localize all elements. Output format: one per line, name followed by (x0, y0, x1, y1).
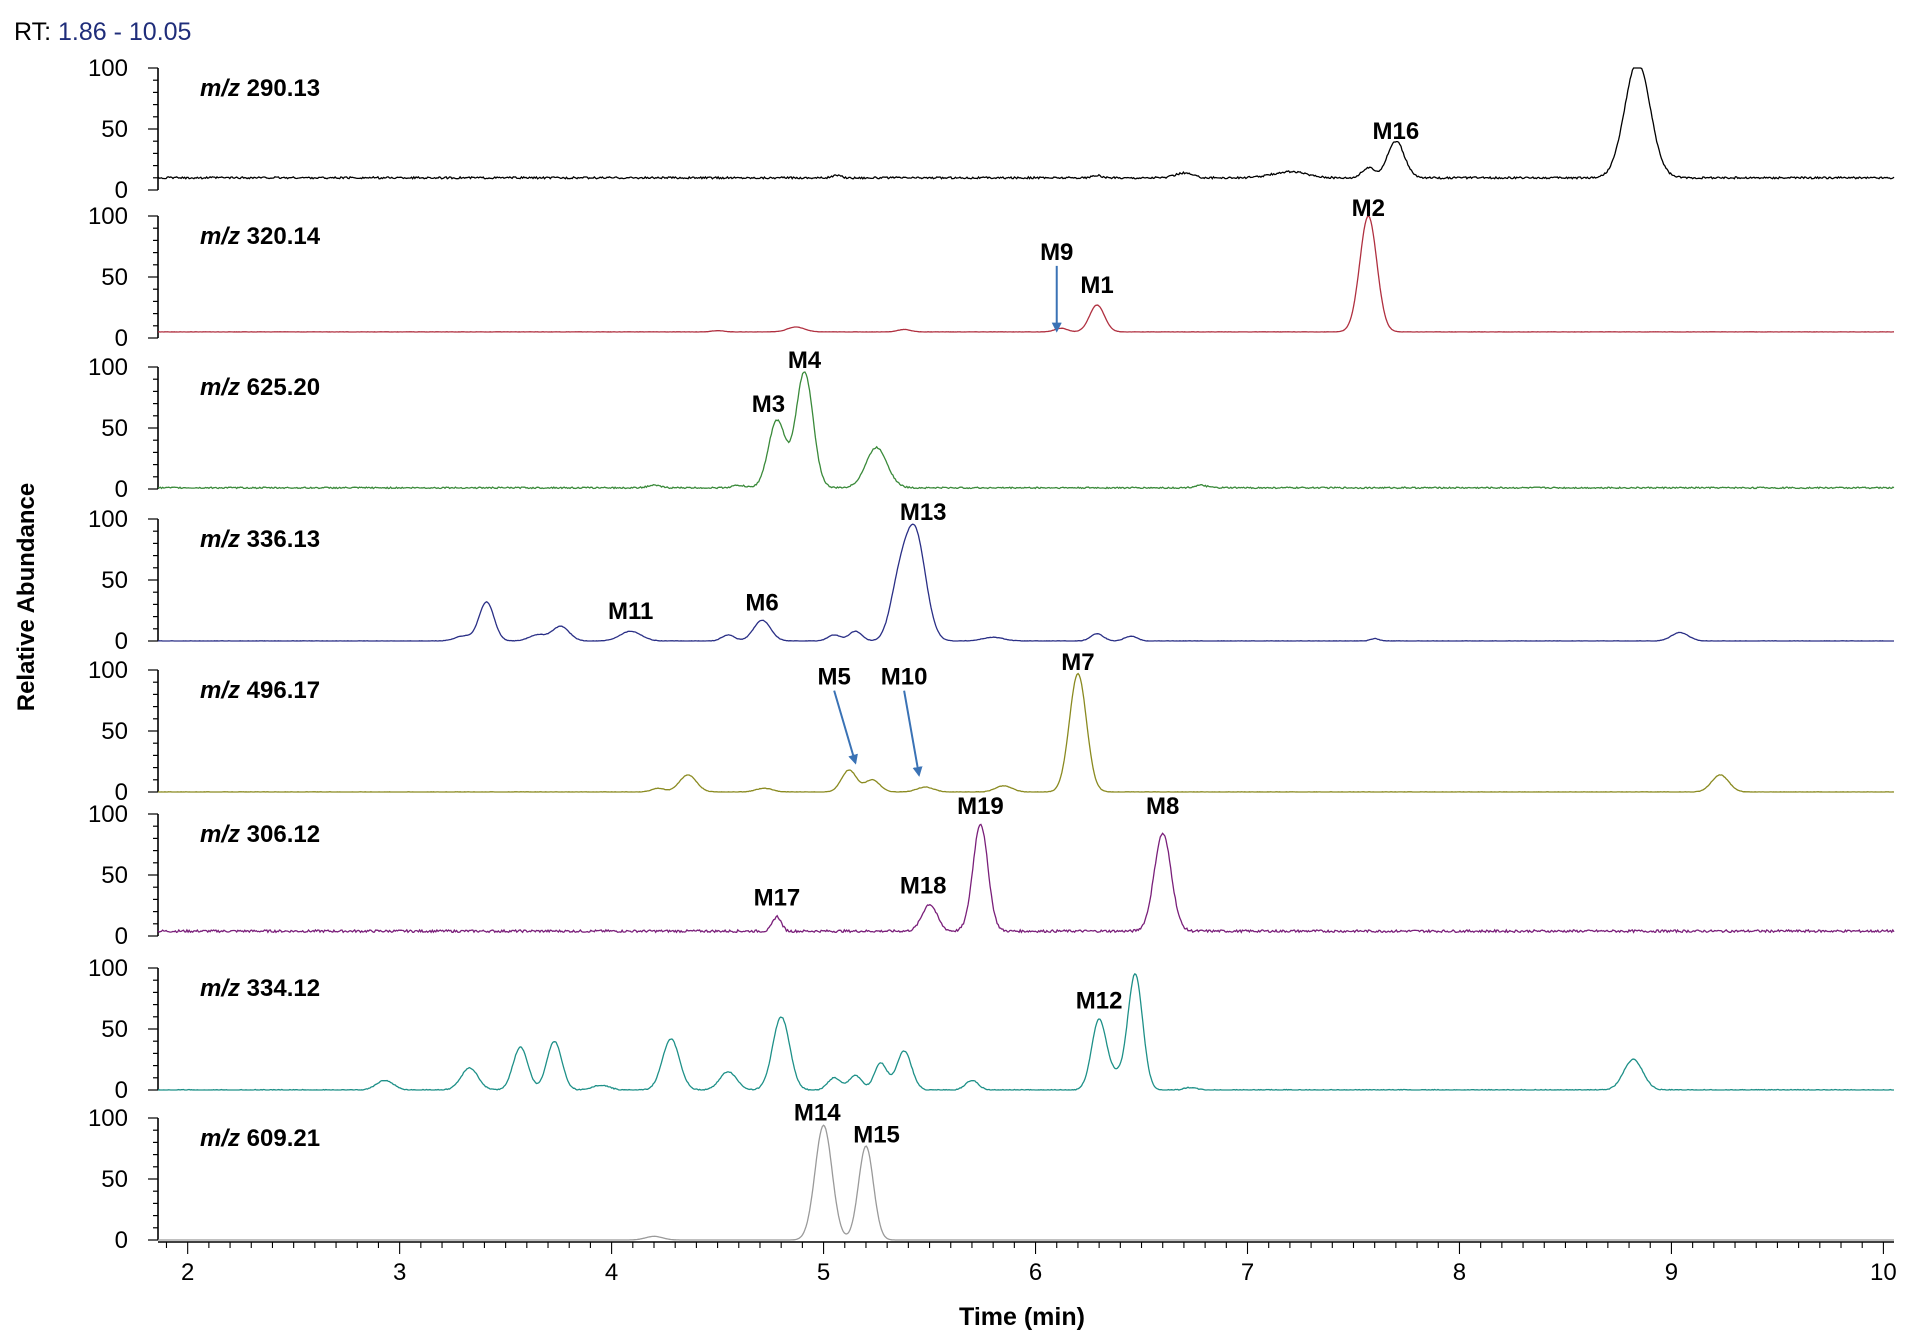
x-tick-label: 9 (1665, 1259, 1678, 1286)
y-tick-label: 50 (101, 567, 128, 594)
y-tick-label: 0 (115, 923, 128, 950)
trace-line (157, 67, 1895, 180)
panel-3: 0 50 100 m/z 336.13 M11 M6 M13 (88, 499, 1894, 655)
series-label: m/z 336.13 (200, 526, 320, 553)
x-axis: 2 3 4 5 6 7 8 9 10 (158, 1241, 1897, 1286)
y-tick-label: 50 (101, 1166, 128, 1193)
y-tick-label: 50 (101, 116, 128, 143)
y-tick-label: 50 (101, 718, 128, 745)
panel-7: 0 50 100 m/z 609.21 M14 M15 (88, 1099, 1894, 1254)
peak-label: M13 (900, 499, 947, 526)
rt-prefix: RT: (14, 18, 52, 46)
x-tick-label: 4 (605, 1259, 618, 1286)
y-tick-label: 50 (101, 1016, 128, 1043)
series-label: m/z 334.12 (200, 975, 320, 1002)
trace-line (158, 371, 1895, 490)
y-tick-label: 100 (88, 1105, 128, 1132)
y-tick-label: 0 (115, 476, 128, 503)
y-tick-label: 0 (115, 177, 128, 204)
y-tick-label: 50 (101, 862, 128, 889)
peak-label: M16 (1373, 118, 1420, 145)
peak-label: M17 (754, 885, 801, 912)
x-tick-label: 7 (1241, 1259, 1254, 1286)
peak-label: M7 (1061, 649, 1094, 676)
y-tick-label: 100 (88, 354, 128, 381)
trace-line (158, 1124, 1894, 1241)
peak-label: M19 (957, 793, 1004, 820)
y-tick-label: 100 (88, 55, 128, 82)
panel-6: 0 50 100 m/z 334.12 M12 (88, 955, 1894, 1104)
y-tick-label: 0 (115, 325, 128, 352)
x-tick-label: 5 (817, 1259, 830, 1286)
series-label: m/z 320.14 (200, 223, 321, 250)
trace-line (157, 973, 1894, 1091)
x-tick-label: 10 (1870, 1259, 1897, 1286)
y-tick-label: 100 (88, 506, 128, 533)
trace-line (157, 672, 1895, 793)
rt-range-header: RT: 1.86 - 10.05 (14, 18, 191, 47)
chromatogram-panels: 0 50 100 m/z 290.13 M16 0 50 100 m/z 320.14 M2 M1 M… (88, 55, 1895, 1254)
peak-label: M2 (1352, 195, 1385, 222)
series-label: m/z 496.17 (200, 677, 320, 704)
trace-line (157, 823, 1895, 934)
peak-label: M15 (853, 1121, 900, 1148)
y-tick-label: 0 (115, 1077, 128, 1104)
peak-label: M6 (745, 590, 778, 617)
y-tick-label: 100 (88, 203, 128, 230)
x-tick-label: 8 (1453, 1259, 1466, 1286)
series-label: m/z 290.13 (200, 75, 320, 102)
trace-line (157, 215, 1895, 333)
series-label: m/z 625.20 (200, 374, 320, 401)
x-axis-title: Time (min) (959, 1303, 1085, 1331)
panel-5: 0 50 100 m/z 306.12 M17 M18 M19 M8 (88, 793, 1895, 950)
peak-label: M9 (1040, 239, 1073, 266)
y-axis-title: Relative Abundance (13, 483, 40, 712)
y-tick-label: 0 (115, 1227, 128, 1254)
y-tick-label: 0 (115, 628, 128, 655)
peak-label: M3 (752, 391, 785, 418)
series-label: m/z 609.21 (200, 1125, 320, 1152)
y-tick-label: 100 (88, 657, 128, 684)
peak-label: M14 (794, 1099, 841, 1126)
panel-1: 0 50 100 m/z 320.14 M2 M1 M9 (88, 195, 1895, 352)
panel-0: 0 50 100 m/z 290.13 M16 (88, 55, 1895, 204)
panel-4: 0 50 100 m/z 496.17 M7 M5 M10 (88, 649, 1895, 806)
x-tick-label: 3 (393, 1259, 406, 1286)
y-tick-label: 50 (101, 264, 128, 291)
peak-label: M4 (788, 347, 822, 374)
y-tick-label: 0 (115, 779, 128, 806)
trace-line (157, 523, 1894, 642)
y-tick-label: 50 (101, 415, 128, 442)
peak-label: M5 (817, 664, 850, 691)
y-tick-label: 100 (88, 955, 128, 982)
peak-arrow (903, 690, 923, 777)
peak-label: M11 (608, 598, 653, 625)
x-tick-label: 6 (1029, 1259, 1042, 1286)
peak-label: M8 (1146, 793, 1179, 820)
peak-label: M10 (881, 664, 928, 691)
peak-label: M1 (1080, 272, 1113, 299)
rt-range-value: 1.86 - 10.05 (58, 18, 192, 46)
peak-arrow (833, 690, 858, 765)
series-label: m/z 306.12 (200, 821, 320, 848)
y-tick-label: 100 (88, 801, 128, 828)
peak-label: M18 (900, 872, 947, 899)
x-tick-label: 2 (181, 1259, 194, 1286)
peak-label: M12 (1076, 987, 1123, 1014)
